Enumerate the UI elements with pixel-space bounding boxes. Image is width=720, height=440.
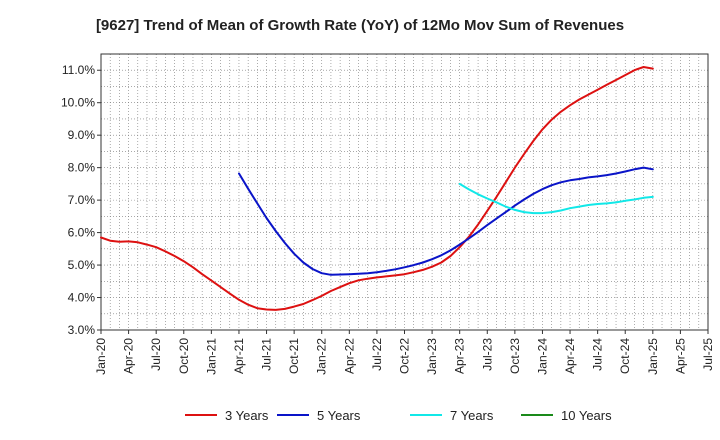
x-tick-label: Oct-23 xyxy=(508,338,522,374)
y-tick-label: 10.0% xyxy=(61,96,95,110)
x-tick-label: Jul-20 xyxy=(149,338,163,371)
x-tick-label: Jul-25 xyxy=(701,338,715,371)
chart-title: [9627] Trend of Mean of Growth Rate (YoY… xyxy=(96,17,624,34)
legend-label-7-years: 7 Years xyxy=(450,408,494,423)
y-tick-label: 5.0% xyxy=(68,258,96,272)
x-tick-label: Apr-25 xyxy=(673,338,687,374)
legend-label-5-years: 5 Years xyxy=(317,408,361,423)
y-tick-label: 6.0% xyxy=(68,226,96,240)
y-tick-label: 11.0% xyxy=(62,63,95,77)
x-tick-label: Oct-20 xyxy=(177,338,191,374)
x-tick-label: Apr-23 xyxy=(453,338,467,374)
x-tick-label: Jan-24 xyxy=(535,338,549,375)
x-tick-label: Apr-22 xyxy=(342,338,356,374)
x-tick-label: Jan-20 xyxy=(94,338,108,375)
y-tick-label: 4.0% xyxy=(68,291,96,305)
x-tick-label: Oct-22 xyxy=(398,338,412,374)
x-tick-label: Jul-21 xyxy=(260,338,274,371)
y-tick-label: 9.0% xyxy=(68,128,96,142)
x-tick-label: Jan-22 xyxy=(315,338,329,375)
x-tick-label: Jan-21 xyxy=(204,338,218,375)
x-tick-label: Jan-23 xyxy=(425,338,439,375)
x-tick-label: Apr-24 xyxy=(563,338,577,374)
grid-lines xyxy=(101,54,708,330)
x-tick-label: Apr-20 xyxy=(122,338,136,374)
y-tick-label: 3.0% xyxy=(68,323,96,337)
series-line-3-years xyxy=(100,66,654,311)
axes: 3.0% 4.0% 5.0% 6.0% 7.0% 8.0% 9.0% 10.0% 11.0% Ja… xyxy=(61,53,715,375)
x-tick-label: Oct-24 xyxy=(618,338,632,374)
x-tick-label: Jul-24 xyxy=(591,338,605,371)
y-tick-label: 7.0% xyxy=(68,193,96,207)
legend: 3 Years 5 Years 7 Years 10 Years xyxy=(185,408,612,423)
y-tick-label: 8.0% xyxy=(68,161,96,175)
x-tick-label: Jul-23 xyxy=(480,338,494,371)
x-tick-label: Jul-22 xyxy=(370,338,384,371)
x-tick-label: Oct-21 xyxy=(287,338,301,374)
series-line-5-years xyxy=(238,166,654,276)
legend-label-3-years: 3 Years xyxy=(225,408,269,423)
series-lines xyxy=(100,66,654,311)
legend-label-10-years: 10 Years xyxy=(561,408,612,423)
series-line-7-years xyxy=(458,182,654,215)
x-tick-label: Jan-25 xyxy=(646,338,660,375)
x-tick-label: Apr-21 xyxy=(232,338,246,374)
